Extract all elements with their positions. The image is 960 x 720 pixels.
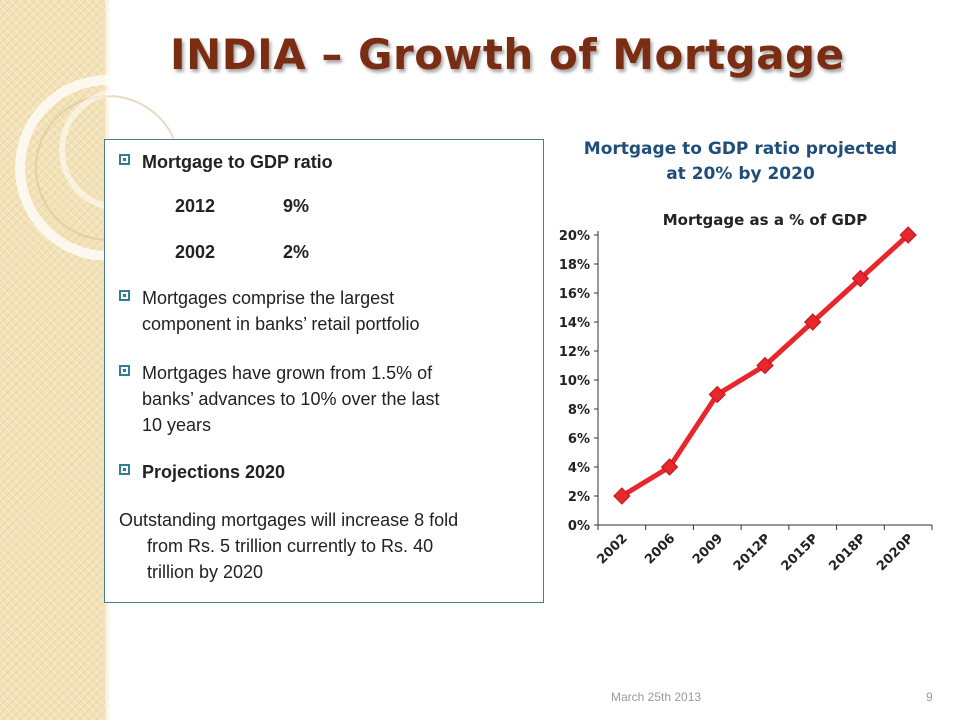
ratio-row-2012: 2012 9% — [175, 196, 309, 217]
ratio-value: 9% — [283, 196, 310, 216]
page-number: 9 — [926, 690, 933, 704]
slide-title: INDIA – Growth of Mortgage — [170, 30, 845, 79]
bullet-largest-component: Mortgages comprise the largest component… — [119, 285, 420, 337]
bullet-mortgage-growth: Mortgages have grown from 1.5% of banks’… — [119, 360, 440, 438]
square-bullet-icon — [119, 464, 130, 475]
decorative-side-band — [0, 0, 107, 720]
x-tick-label: 2018P — [826, 531, 869, 574]
y-tick-label: 0% — [568, 519, 590, 534]
data-point-marker — [708, 385, 726, 404]
ratio-row-2002: 2002 2% — [175, 242, 309, 263]
y-tick-label: 4% — [568, 461, 590, 476]
ratio-value: 2% — [283, 242, 310, 262]
x-tick-label: 2012P — [731, 531, 774, 574]
x-tick-label: 2015P — [779, 531, 822, 574]
x-tick-label: 2009 — [690, 531, 726, 567]
bullet-text: Mortgages comprise the largest component… — [142, 288, 420, 334]
ratio-year: 2012 — [175, 196, 216, 216]
x-tick-label: 2006 — [642, 531, 678, 567]
chart-title: Mortgage as a % of GDP — [663, 211, 867, 229]
data-point-marker — [660, 458, 679, 476]
bullet-text: Mortgage to GDP ratio — [142, 152, 333, 172]
data-point-marker — [851, 269, 870, 288]
y-tick-label: 20% — [559, 229, 590, 244]
y-tick-label: 18% — [559, 258, 590, 273]
y-tick-label: 12% — [559, 345, 590, 360]
chart-heading: Mortgage to GDP ratio projected at 20% b… — [548, 137, 933, 187]
data-point-marker — [804, 313, 822, 331]
content-box: Mortgage to GDP ratio 2012 9% 2002 2% Mo… — [104, 139, 544, 603]
bullet-mortgage-gdp-ratio: Mortgage to GDP ratio — [119, 149, 333, 175]
square-bullet-icon — [119, 154, 130, 165]
y-tick-label: 16% — [559, 287, 590, 302]
x-tick-label: 2002 — [594, 531, 630, 567]
y-tick-label: 10% — [559, 374, 590, 389]
ratio-year: 2002 — [175, 242, 216, 262]
bullet-text: Projections 2020 — [142, 462, 286, 482]
bullet-projections-2020: Projections 2020 — [119, 459, 285, 485]
y-tick-label: 2% — [568, 490, 590, 505]
footer-date: March 25th 2013 — [611, 690, 702, 704]
y-tick-label: 14% — [559, 316, 590, 331]
mortgage-gdp-line-chart: Mortgage as a % of GDP 0% 2% 4% 6% 8% 10% 12% 14… — [559, 211, 933, 574]
chart-heading-line: at 20% by 2020 — [666, 164, 815, 184]
bullet-text: Mortgages have grown from 1.5% of banks’… — [142, 363, 440, 435]
y-tick-label: 8% — [568, 403, 590, 418]
data-point-marker — [613, 487, 631, 505]
square-bullet-icon — [119, 290, 130, 301]
y-tick-label: 6% — [568, 432, 590, 447]
data-point-marker — [756, 356, 774, 375]
data-point-marker — [899, 226, 917, 244]
square-bullet-icon — [119, 365, 130, 376]
chart-heading-line: Mortgage to GDP ratio projected — [583, 139, 898, 159]
projection-paragraph: Outstanding mortgages will increase 8 fo… — [119, 510, 459, 582]
x-tick-label: 2020P — [874, 531, 917, 574]
